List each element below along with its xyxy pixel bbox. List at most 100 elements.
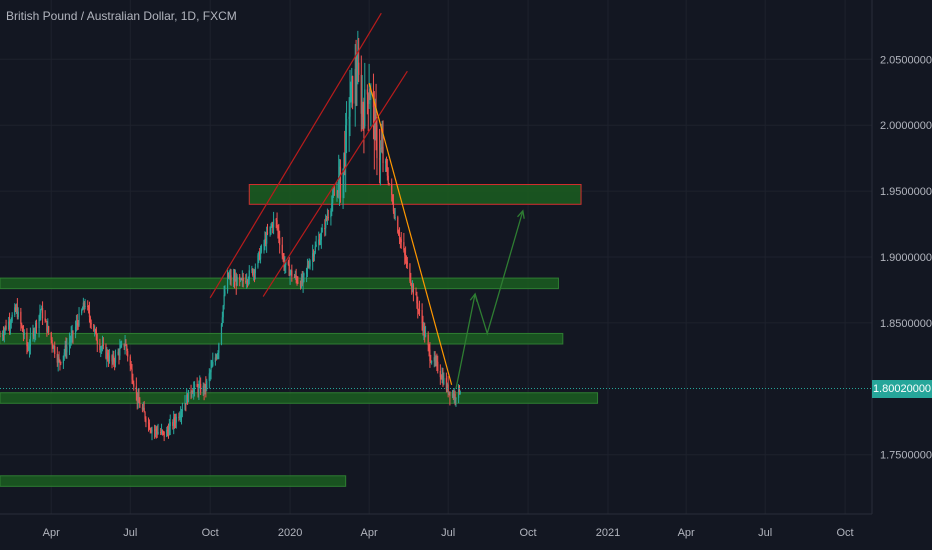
candle-body xyxy=(131,368,133,380)
candle-body xyxy=(260,245,263,252)
candle-body xyxy=(228,276,230,278)
candle-body xyxy=(380,148,382,150)
candle-body xyxy=(123,343,125,347)
candle-body xyxy=(95,330,98,341)
candle-body xyxy=(230,275,232,281)
candle-body xyxy=(291,270,293,277)
candle-body xyxy=(4,326,6,331)
candle-body xyxy=(269,226,271,234)
candle-body xyxy=(431,361,433,363)
candle-body xyxy=(287,261,289,265)
candle-body xyxy=(411,284,413,288)
candle-body xyxy=(246,281,248,283)
candle-body xyxy=(242,277,244,282)
last-price-label: 1.80020000 xyxy=(872,379,932,398)
down-trend-line xyxy=(368,82,453,385)
candle-body xyxy=(259,252,261,260)
candle-body xyxy=(143,407,145,413)
candle-body xyxy=(112,356,114,362)
candle-body xyxy=(197,387,199,393)
candle-body xyxy=(400,239,402,243)
candle-body xyxy=(167,429,169,432)
candle-body xyxy=(361,104,363,114)
candle-body xyxy=(53,346,55,349)
candle-body xyxy=(172,422,174,426)
candle-body xyxy=(90,323,92,325)
candle-body xyxy=(254,267,256,274)
candle-body xyxy=(82,302,84,310)
candle-body xyxy=(437,361,439,371)
candle-body xyxy=(342,168,344,198)
time-axis-ticks: Apr Jul Oct 2020 Apr Jul Oct 2021 Apr Jul Oct xyxy=(43,527,854,539)
candle-body xyxy=(84,305,86,307)
candle-body xyxy=(392,202,395,212)
chart-title: British Pound / Australian Dollar, 1D, F… xyxy=(6,9,237,23)
candle-body xyxy=(51,339,53,346)
candle-body xyxy=(447,384,449,394)
candle-body xyxy=(362,104,364,118)
candle-body xyxy=(222,305,224,318)
candle-body xyxy=(47,326,49,332)
candle-body xyxy=(459,392,461,394)
candle-body xyxy=(214,357,216,363)
candle-body xyxy=(257,255,259,268)
candle-body xyxy=(307,265,309,267)
candle-body xyxy=(113,356,115,362)
candle-body xyxy=(315,244,317,247)
candle-body xyxy=(167,431,170,435)
candle-body xyxy=(360,74,362,114)
candle-body xyxy=(367,94,369,104)
candle-body xyxy=(397,217,399,233)
candle-body xyxy=(16,306,18,318)
candle-body xyxy=(239,276,241,280)
candle-body xyxy=(449,391,451,397)
candle-body xyxy=(301,277,303,284)
candle-body xyxy=(263,243,265,246)
candle-body xyxy=(332,195,334,204)
y-tick-label-3: 1.90000000 xyxy=(880,252,932,264)
candle-body xyxy=(355,69,357,82)
price-scale[interactable] xyxy=(872,0,932,514)
candle-body xyxy=(206,380,208,389)
candle-body xyxy=(278,230,280,239)
candle-body xyxy=(96,340,98,344)
candle-body xyxy=(275,219,277,221)
candle-body xyxy=(302,275,304,284)
candle-body xyxy=(77,323,79,326)
candle-body xyxy=(114,361,116,363)
candle-body xyxy=(417,303,419,310)
candle-body xyxy=(306,265,309,269)
candle-body xyxy=(393,211,395,218)
candle-body xyxy=(386,166,388,176)
candle-body xyxy=(105,345,107,359)
zone-1.793 xyxy=(0,392,599,404)
candle-body xyxy=(94,329,96,332)
candle-body xyxy=(196,384,198,388)
candle-body xyxy=(45,320,47,322)
candle-body xyxy=(111,355,113,362)
candle-body xyxy=(418,309,420,311)
candle-body xyxy=(326,216,329,220)
candle-body xyxy=(345,118,348,126)
candle-body xyxy=(144,412,146,419)
candle-body xyxy=(229,275,231,277)
candle-body xyxy=(102,344,104,346)
time-scale[interactable] xyxy=(0,514,932,550)
candle-body xyxy=(185,403,187,405)
candle-body xyxy=(145,418,147,423)
candle-body xyxy=(370,92,372,100)
candle-body xyxy=(151,429,153,433)
candle-body xyxy=(435,360,437,362)
candle-body xyxy=(46,321,48,332)
candle-body xyxy=(169,422,171,427)
candle-body xyxy=(247,279,249,282)
candle-body xyxy=(135,386,137,393)
channel-upper xyxy=(209,12,382,299)
candle-body xyxy=(399,239,401,241)
candle-body xyxy=(209,372,211,374)
candle-body xyxy=(259,251,262,260)
candle-body xyxy=(429,349,431,361)
candle-body xyxy=(107,352,109,359)
candle-body xyxy=(130,365,132,369)
